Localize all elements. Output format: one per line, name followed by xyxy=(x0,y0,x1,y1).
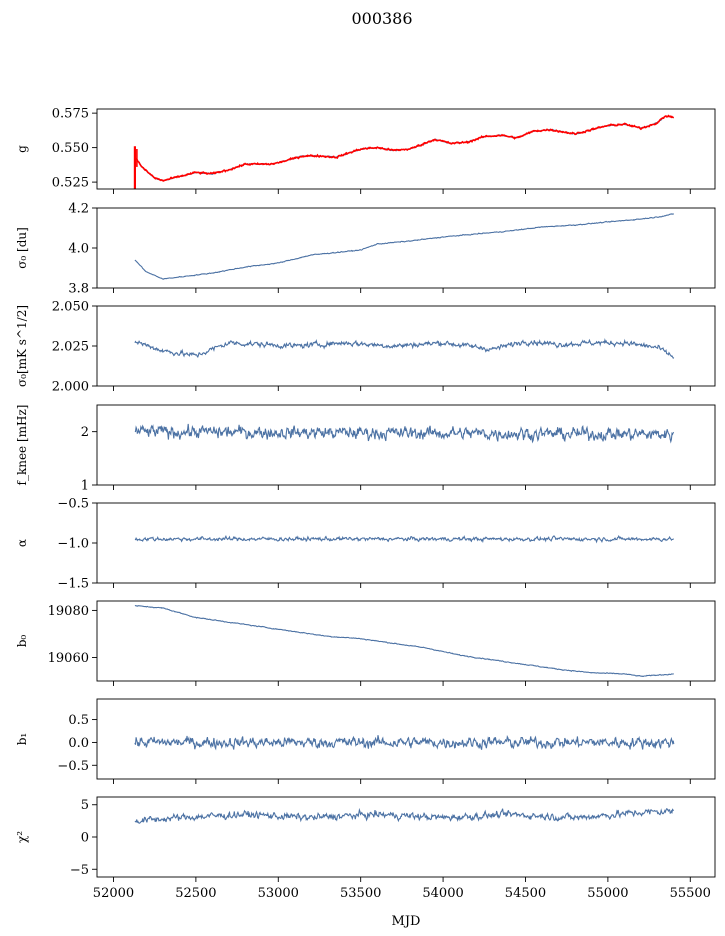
series-line xyxy=(134,534,674,544)
y-tick-label: 2.025 xyxy=(52,340,89,355)
y-tick-label: 0.550 xyxy=(52,141,89,156)
y-tick-label: 5 xyxy=(81,798,89,813)
y-tick-label: 4.2 xyxy=(68,202,89,217)
y-tick-label: 19080 xyxy=(48,604,89,619)
figure-title: 000386 xyxy=(351,9,412,28)
y-tick-label: 0 xyxy=(81,831,89,846)
y-tick-label: −1.0 xyxy=(57,537,89,552)
y-tick-label: 2.000 xyxy=(52,380,89,395)
subplot-7: −0.5 0.0 0.5 b₁ xyxy=(15,698,716,784)
y-axis-label: f_knee [mHz] xyxy=(15,405,29,486)
x-axis-label: MJD xyxy=(392,914,421,929)
subplot-4: 1 2 f_knee [mHz] xyxy=(15,404,716,494)
y-tick-label: 3.8 xyxy=(68,282,89,297)
y-axis-label: σ₀[mK s^1/2] xyxy=(15,305,29,387)
series-line xyxy=(134,213,674,280)
axes-frame xyxy=(96,698,716,780)
y-tick-label: 4.0 xyxy=(68,242,89,257)
axes-frame xyxy=(96,796,716,878)
axes-frame xyxy=(96,600,716,682)
x-tick-label: 53500 xyxy=(340,886,381,901)
y-tick-label: 2.050 xyxy=(52,300,89,315)
y-tick-label: 19060 xyxy=(48,651,89,666)
axes-frame xyxy=(96,108,716,190)
y-axis-label: α xyxy=(15,539,29,547)
series-line xyxy=(134,734,675,751)
subplot-8: −5 0 5 52000 52500 53000 53500 54000 54500 55000 5… xyxy=(15,796,716,901)
series-line xyxy=(134,115,674,182)
axes-frame xyxy=(96,305,716,387)
x-tick-label: 55500 xyxy=(670,886,711,901)
subplot-6: 19060 19080 b₀ xyxy=(15,600,716,686)
y-tick-label: 0.575 xyxy=(52,107,89,122)
series-line xyxy=(134,807,675,824)
y-axis-label: g xyxy=(15,145,29,153)
x-tick-label: 55000 xyxy=(587,886,628,901)
series-line xyxy=(134,423,675,444)
y-tick-label: 1 xyxy=(81,479,89,494)
y-tick-label: −0.5 xyxy=(57,497,89,512)
x-tick-label: 52500 xyxy=(175,886,216,901)
series-line xyxy=(134,604,674,677)
subplot-5: −1.5 −1.0 −0.5 α xyxy=(15,497,716,592)
y-tick-label: −5 xyxy=(70,863,89,878)
y-tick-label: −1.5 xyxy=(57,577,89,592)
series-line xyxy=(134,337,675,360)
subplot-3: 2.000 2.025 2.050 σ₀[mK s^1/2] xyxy=(15,300,716,395)
y-axis-label: b₁ xyxy=(15,733,29,746)
x-tick-label: 54500 xyxy=(505,886,546,901)
y-tick-label: 0.525 xyxy=(52,176,89,191)
y-tick-label: 0.5 xyxy=(68,713,89,728)
subplot-2: 3.8 4.0 4.2 σ₀ [du] xyxy=(15,202,716,297)
subplot-1: 0.525 0.550 0.575 g xyxy=(15,107,716,194)
x-tick-label: 54000 xyxy=(422,886,463,901)
x-tick-label: 52000 xyxy=(93,886,134,901)
x-tick-label: 53000 xyxy=(258,886,299,901)
axes-frame xyxy=(96,404,716,486)
overlay-line xyxy=(134,114,674,182)
y-tick-label: 2 xyxy=(81,425,89,440)
y-axis-label: χ² xyxy=(15,831,29,843)
y-tick-label: −0.5 xyxy=(57,759,89,774)
y-axis-label: b₀ xyxy=(15,635,29,648)
axes-frame xyxy=(96,502,716,584)
y-tick-label: 0.0 xyxy=(68,736,89,751)
y-axis-label: σ₀ [du] xyxy=(15,227,29,269)
